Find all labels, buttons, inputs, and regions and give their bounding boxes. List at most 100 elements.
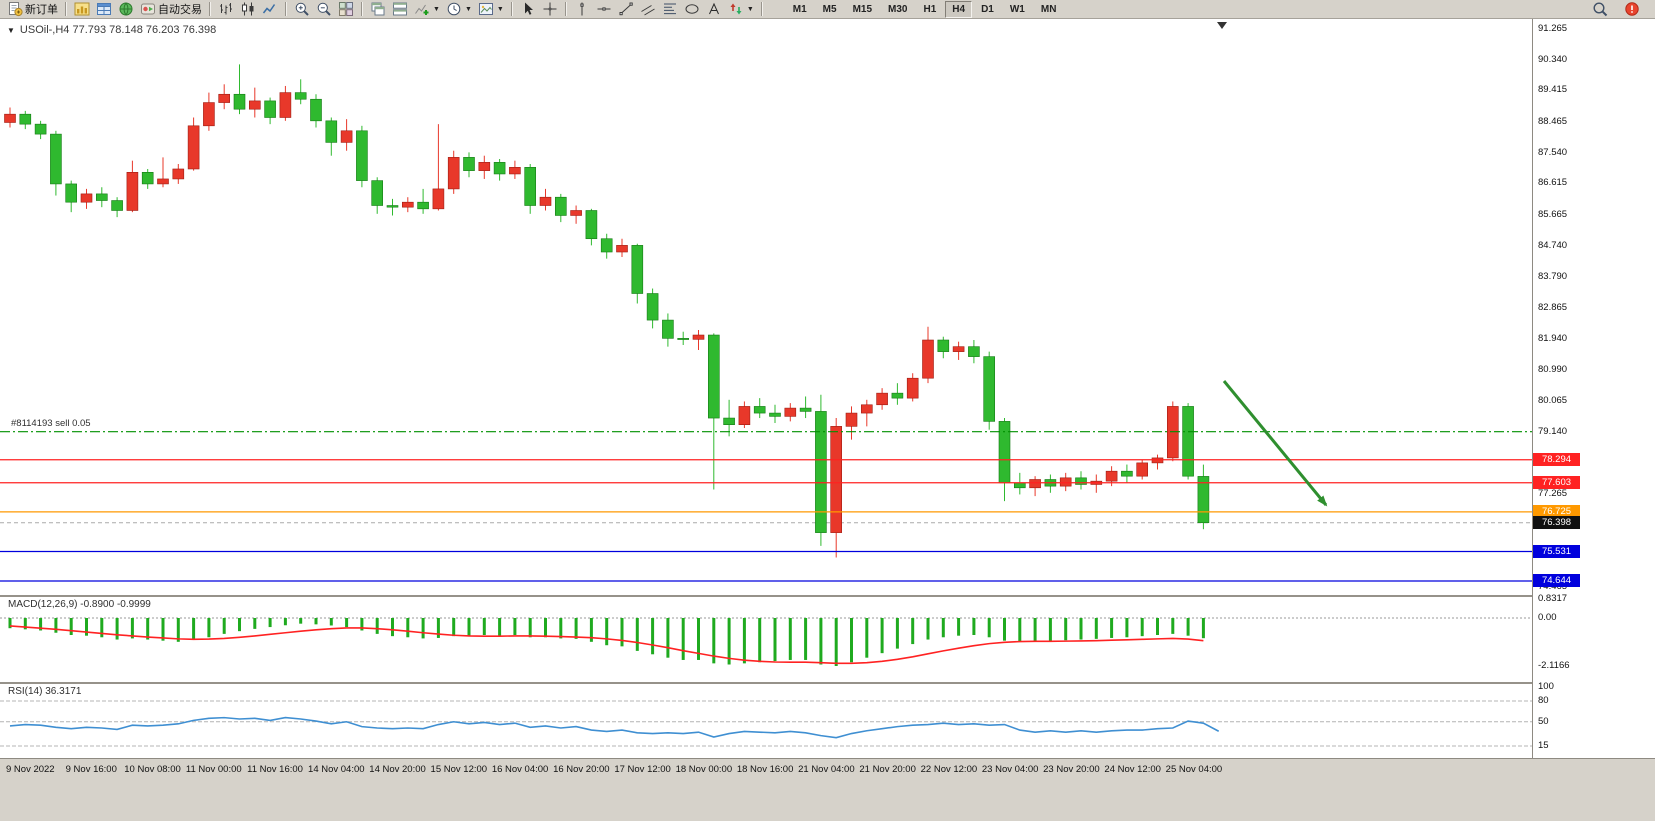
price-tick: 90.340 (1538, 53, 1568, 65)
tile-icon (338, 1, 354, 17)
rsi-label: RSI(14) 36.3171 (8, 686, 82, 697)
rsi-plot[interactable] (0, 684, 1532, 758)
time-axis[interactable]: 9 Nov 2022 9 Nov 16:00 10 Nov 08:00 11 Nov … (0, 758, 1655, 821)
channel-icon (640, 1, 656, 17)
chart-shift-marker[interactable] (1217, 22, 1227, 29)
panel-splitter[interactable] (0, 595, 1655, 597)
candle-bear (983, 356, 996, 422)
crosshair-tool-button[interactable] (539, 1, 561, 18)
rsi-axis-tick: 50 (1538, 715, 1549, 727)
data-window-button[interactable] (93, 1, 115, 18)
rsi-axis-tick: 100 (1538, 681, 1554, 693)
trendline-tool-button[interactable] (615, 1, 637, 18)
window-blue-icon (96, 1, 112, 17)
timeframe-m15-button[interactable]: M15 (852, 3, 873, 15)
time-label: 24 Nov 12:00 (1104, 764, 1161, 775)
channel-tool-button[interactable] (637, 1, 659, 18)
price-tick: 88.465 (1538, 115, 1568, 127)
tile-windows-button[interactable] (335, 1, 357, 18)
horizontal-line-tool-button[interactable] (593, 1, 615, 18)
candle-bear (753, 406, 766, 414)
one-click-trading-toggle[interactable]: ▼ (7, 25, 15, 35)
zoom-in-button[interactable] (291, 1, 313, 18)
candle-bear (1197, 476, 1210, 524)
strategy-tester-button[interactable] (115, 1, 137, 18)
candle-bull (570, 210, 582, 216)
line-chart-mode-button[interactable] (259, 1, 281, 18)
arrows-tool-button[interactable]: ▼ (725, 1, 757, 18)
cascade-windows-button[interactable] (367, 1, 389, 18)
periods-menu-button[interactable]: ▼ (443, 1, 475, 18)
timeframe-m30-button[interactable]: M30 (888, 3, 908, 15)
new-order-button-label: 新订单 (25, 4, 58, 16)
dropdown-arrow-icon: ▼ (746, 5, 754, 13)
timeframe-h4-button[interactable]: H4 (945, 0, 973, 18)
timeframe-h1-button[interactable]: H1 (923, 3, 937, 15)
candle-bear (141, 172, 154, 185)
macd-panel[interactable]: MACD(12,26,9) -0.8900 -0.9999 (0, 597, 1532, 682)
timeframe-m1-button[interactable]: M1 (792, 3, 807, 15)
dropdown-arrow-icon: ▼ (464, 5, 472, 13)
shapes-icon (684, 1, 700, 17)
macd-axis-tick: -2.1166 (1538, 660, 1570, 671)
bar-chart-mode-button[interactable] (215, 1, 237, 18)
timeframe-m5-button[interactable]: M5 (822, 3, 837, 15)
chart-yellow-icon (74, 1, 90, 17)
trend-arrow-object[interactable] (1222, 380, 1328, 507)
candle-bull (860, 404, 873, 414)
candle-bull (218, 93, 230, 103)
macd-axis-tick: 0.00 (1538, 612, 1557, 623)
candle-bear (294, 92, 307, 100)
notification-button[interactable] (1621, 1, 1643, 18)
candle-bull (432, 188, 445, 210)
zoom-in-icon (294, 1, 310, 17)
time-label: 25 Nov 04:00 (1165, 764, 1223, 775)
price-line-badge: 78.294 (1533, 453, 1580, 467)
cursor-tool-button[interactable] (517, 1, 539, 18)
timeframe-mn-button[interactable]: MN (1040, 3, 1057, 15)
timeframe-w1-button[interactable]: W1 (1009, 3, 1025, 15)
fibonacci-tool-button[interactable] (659, 1, 681, 18)
candle-chart-mode-button[interactable] (237, 1, 259, 18)
zoom-out-button[interactable] (313, 1, 335, 18)
price-axis[interactable]: 91.265 90.340 89.415 88.465 87.540 86.615 85.6… (1532, 19, 1655, 758)
search-icon (1592, 1, 1608, 17)
time-label: 16 Nov 04:00 (491, 764, 549, 775)
candle-bull (922, 339, 934, 379)
price-line-badge: 74.644 (1533, 574, 1580, 588)
price-tick: 80.990 (1538, 364, 1568, 376)
tile-horizontal-button[interactable] (389, 1, 411, 18)
text-tool-button[interactable] (703, 1, 725, 18)
candle-bull (203, 102, 215, 127)
autotrading-button-label: 自动交易 (158, 4, 202, 16)
candle-bull (340, 130, 353, 143)
time-label: 11 Nov 00:00 (185, 764, 242, 775)
new-order-button[interactable]: 新订单 (4, 1, 61, 18)
candle-bear (968, 346, 980, 357)
shapes-tool-button[interactable] (681, 1, 703, 18)
price-tick: 81.940 (1538, 332, 1568, 344)
macd-plot[interactable] (0, 597, 1532, 682)
main-chart-panel[interactable] (0, 19, 1532, 595)
indicators-menu-button[interactable]: ▼ (411, 1, 443, 18)
rsi-panel[interactable]: RSI(14) 36.3171 (0, 684, 1532, 758)
time-label: 9 Nov 16:00 (65, 764, 117, 775)
autotrading-button[interactable]: 自动交易 (137, 1, 205, 18)
candle-bear (1075, 477, 1087, 485)
toolbar-separator (285, 2, 287, 16)
price-line-badge: 77.603 (1533, 476, 1580, 490)
candlestick-plot[interactable] (0, 19, 1532, 595)
timeframe-d1-button[interactable]: D1 (981, 3, 994, 15)
candle-bull (279, 92, 292, 118)
candle-bull (157, 178, 169, 185)
search-button[interactable] (1589, 1, 1611, 18)
vertical-line-tool-button[interactable] (571, 1, 593, 18)
time-label: 11 Nov 16:00 (247, 764, 303, 775)
candle-bear (19, 113, 32, 125)
templates-menu-button[interactable]: ▼ (475, 1, 507, 18)
panel-splitter[interactable] (0, 682, 1655, 684)
market-watch-button[interactable] (71, 1, 93, 18)
rsi-axis-tick: 15 (1538, 739, 1549, 751)
price-tick: 79.140 (1538, 425, 1568, 437)
arrows-icon (728, 1, 744, 17)
